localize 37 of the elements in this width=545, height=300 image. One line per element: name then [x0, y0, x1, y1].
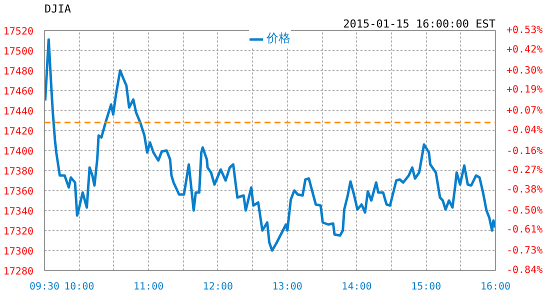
- y2-tick-label: +0.07%: [506, 106, 543, 117]
- y2-tick-label: -0.16%: [506, 146, 543, 157]
- y-tick-label: 17420: [3, 126, 34, 138]
- y2-tick-label: -0.61%: [506, 224, 543, 236]
- y-tick-label: 17280: [3, 266, 34, 278]
- y2-tick-label: +0.19%: [506, 84, 543, 96]
- legend-label: 价格: [266, 30, 290, 47]
- x-tick-label: 16:00: [480, 282, 511, 292]
- y2-tick-label: -0.84%: [506, 265, 543, 276]
- chart-title: DJIA: [44, 2, 72, 16]
- x-tick-label: 15:00: [411, 282, 442, 292]
- x-tick-label: 13:00: [272, 282, 302, 292]
- chart-subtitle: 2015-01-15 16:00:00 EST: [343, 18, 496, 30]
- y-tick-label: 17480: [3, 66, 34, 78]
- y-tick-label: 17400: [3, 146, 34, 158]
- y-tick-label: 17380: [3, 166, 34, 178]
- y2-tick-label: +0.30%: [506, 65, 543, 76]
- y-tick-label: 17340: [3, 206, 34, 218]
- y-tick-label: 17320: [3, 226, 34, 238]
- y-tick-label: 17440: [3, 106, 34, 118]
- y-tick-label: 17460: [3, 86, 34, 98]
- y2-tick-label: -0.50%: [506, 205, 543, 216]
- y-tick-label: 17520: [3, 26, 34, 38]
- y2-tick-label: -0.27%: [506, 165, 543, 176]
- y2-tick-label: -0.38%: [506, 184, 543, 196]
- y-tick-label: 17500: [3, 46, 34, 58]
- x-tick-label: 12:00: [202, 282, 234, 292]
- y-tick-label: 17300: [3, 246, 34, 258]
- y2-tick-label: -0.73%: [506, 246, 543, 257]
- x-tick-label: 14:00: [342, 282, 372, 292]
- y2-tick-label: +0.42%: [506, 44, 543, 56]
- x-tick-label: 11:00: [134, 282, 164, 292]
- y2-tick-label: +0.53%: [506, 25, 543, 36]
- y2-tick-label: -0.04%: [506, 124, 543, 136]
- x-tick-label: 10:00: [64, 282, 94, 292]
- y-tick-label: 17360: [3, 186, 34, 198]
- x-tick-label: 09:30: [29, 282, 60, 292]
